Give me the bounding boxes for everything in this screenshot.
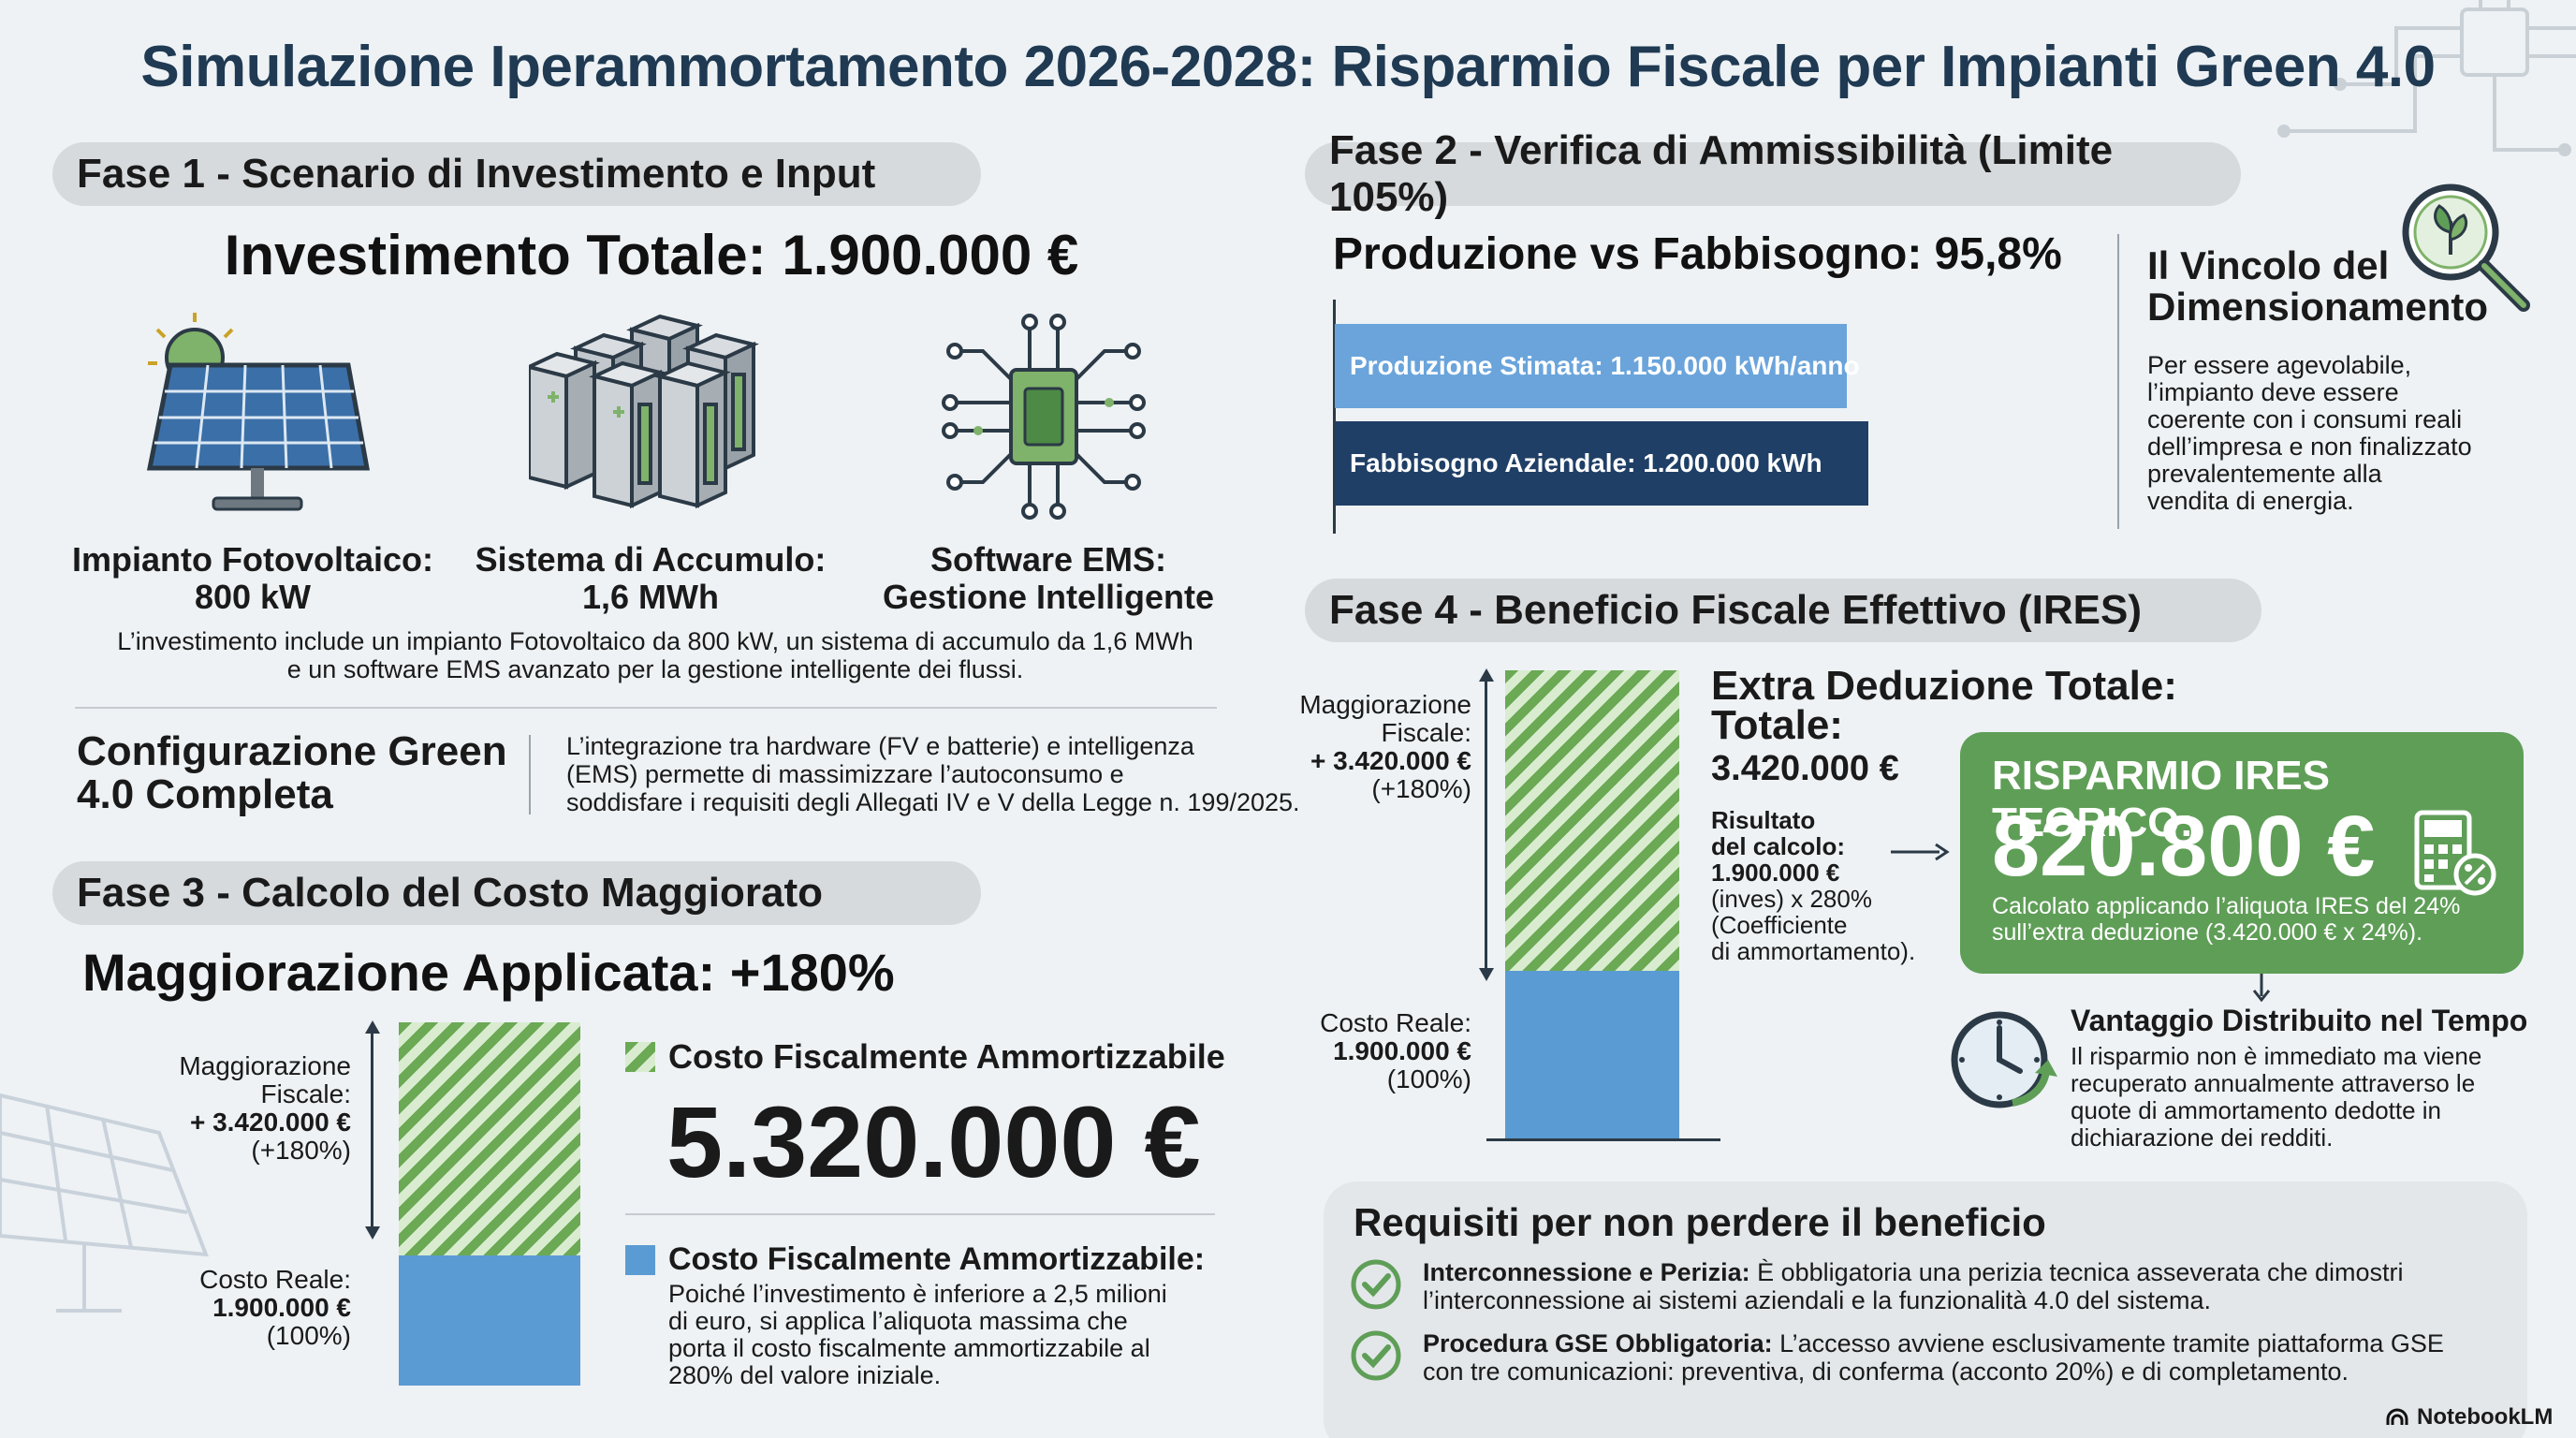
item-fotovoltaico: Impianto Fotovoltaico: 800 kW [72,540,433,616]
fase2-axis [1333,300,1336,534]
requisito-2: Procedura GSE Obbligatoria: L’accesso av… [1423,1329,2444,1386]
produzione-title: Produzione vs Fabbisogno: 95,8% [1333,229,2062,279]
requisito-1: Interconnessione e Perizia: È obbligator… [1423,1258,2404,1314]
circuit-decoration-icon [2277,0,2576,156]
fase1-divider [75,707,1217,709]
fase3-extra-bar [399,1022,580,1255]
fase2-divider [2117,234,2119,529]
arrow-down-icon [365,1226,380,1240]
clock-icon [1951,1011,2057,1108]
extra-deduzione-title: Extra Deduzione Totale: Totale: [1711,663,2177,748]
ires-text: Calcolato applicando l’aliquota IRES del… [1992,893,2461,946]
arrow-up-icon [1479,668,1494,682]
fase4-real-bar [1505,971,1679,1138]
fabbisogno-bar: Fabbisogno Aziendale: 1.200.000 kWh [1335,421,1868,506]
fase4-label-top: Maggiorazione Fiscale: + 3.420.000 € (+180%… [1299,690,1471,803]
calculator-percent-icon [2414,810,2496,896]
check-circle-icon [1351,1330,1401,1381]
fase1-header: Fase 1 - Scenario di Investimento e Inpu… [52,142,981,206]
risultato-calcolo: Risultato del calcolo: 1.900.000 € (inves) … [1711,806,1916,965]
notebooklm-logo: NotebookLM [2385,1404,2553,1431]
requisiti-box: Requisiti per non perdere il beneficio I… [1324,1181,2527,1438]
maggiorazione-applicata: Maggiorazione Applicata: +180% [82,943,895,1002]
fase4-baseline [1486,1138,1720,1141]
fase1-description: L’investimento include un impianto Fotov… [117,627,1193,683]
config-divider [529,735,531,814]
solar-panel-decoration-icon [0,1093,210,1313]
config-title: Configurazione Green 4.0 Completa [77,728,507,817]
legend2-text: Poiché l’investimento è inferiore a 2,5 … [668,1280,1167,1389]
investimento-totale: Investimento Totale: 1.900.000 € [224,224,1079,286]
battery-storage-icon [529,314,759,509]
page-title: Simulazione Iperammortamento 2026-2028: … [140,35,2436,99]
vantaggio-title: Vantaggio Distribuito nel Tempo [2071,1004,2528,1037]
ires-title: RISPARMIO IRES TEORICO: [1992,753,2331,845]
vincolo-text: Per essere agevolabile, l’impianto deve e… [2147,351,2472,515]
magnifier-leaf-icon [2402,183,2530,312]
fase3-label-top: Maggiorazione Fiscale: + 3.420.000 € (+180%… [179,1051,351,1165]
requisiti-title: Requisiti per non perdere il beneficio [1354,1200,2046,1244]
fase4-axis-arrow [1485,674,1487,974]
arrow-down-icon [1479,968,1494,981]
extra-deduzione-value: 3.420.000 € [1711,749,1899,788]
ires-box: RISPARMIO IRES TEORICO: 820.800 € Calcol… [1960,732,2524,974]
costo-ammortizzabile-value: 5.320.000 € [666,1085,1201,1198]
fase4-label-bottom: Costo Reale: 1.900.000 € (100%) [1320,1008,1471,1093]
ires-value: 820.800 € [1992,799,2376,894]
check-circle-icon [1351,1259,1401,1310]
chip-icon [942,314,1146,520]
item-software: Software EMS: Gestione Intelligente [882,540,1215,616]
legend-blue: Costo Fiscalmente Ammortizzabile: [625,1241,1205,1278]
legend-green-swatch [625,1042,655,1072]
fase3-axis-arrow [371,1025,373,1231]
vantaggio-text: Il risparmio non è immediato ma viene rec… [2071,1042,2482,1152]
produzione-bar: Produzione Stimata: 1.150.000 kWh/anno [1335,324,1860,408]
arrow-up-icon [365,1020,380,1034]
fase3-label-bottom: Costo Reale: 1.900.000 € (100%) [199,1265,351,1350]
fase4-extra-bar [1505,670,1679,971]
fase2-header: Fase 2 - Verifica di Ammissibilità (Limi… [1305,127,2241,220]
legend-green: Costo Fiscalmente Ammortizzabile [625,1037,1225,1077]
item-accumulo: Sistema di Accumulo: 1,6 MWh [475,540,827,616]
vincolo-title: Il Vincolo del Dimensionamento [2147,243,2489,329]
solar-panel-icon [146,313,370,511]
legend-blue-swatch [625,1244,655,1275]
fase3-header: Fase 3 - Calcolo del Costo Maggiorato [52,861,981,925]
notebooklm-icon [2386,1408,2408,1425]
fase4-header: Fase 4 - Beneficio Fiscale Effettivo (IR… [1305,579,2261,642]
arrow-right-icon [1891,843,1950,861]
config-text: L’integrazione tra hardware (FV e batter… [566,732,1300,816]
fase3-divider [625,1213,1215,1215]
arrow-down-icon [2252,974,2271,1002]
fase3-real-bar [399,1255,580,1386]
